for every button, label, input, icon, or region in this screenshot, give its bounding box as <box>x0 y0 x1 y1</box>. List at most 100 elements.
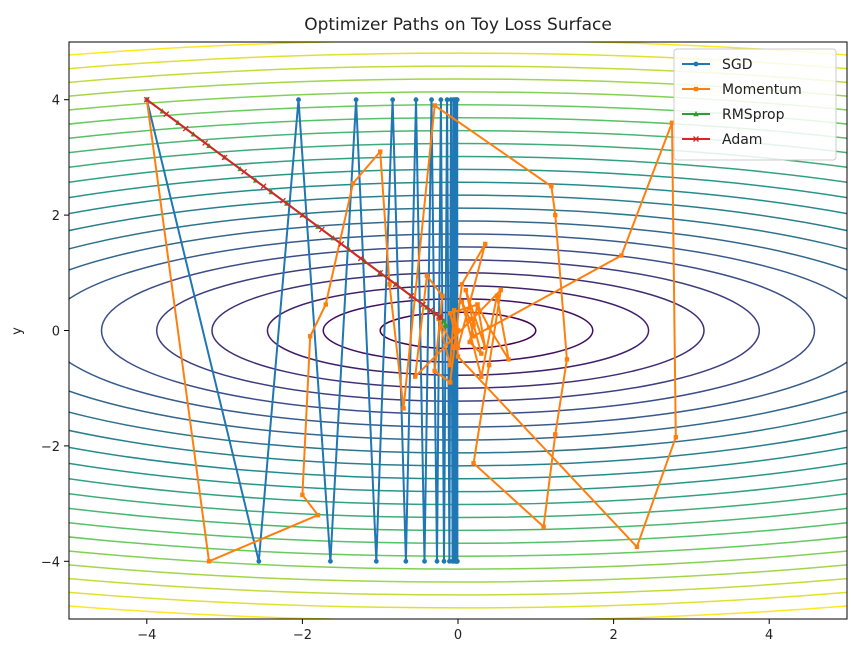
x-tick-label: 2 <box>609 628 617 643</box>
legend-item-adam: Adam <box>682 132 762 148</box>
point <box>328 558 333 564</box>
point <box>424 273 430 278</box>
point <box>459 282 465 287</box>
point <box>350 181 356 186</box>
point <box>296 97 301 103</box>
point <box>373 558 379 564</box>
point <box>486 325 492 330</box>
legend-item-momentum: Momentum <box>682 82 802 98</box>
y-tick-label: 2 <box>52 209 60 224</box>
point <box>438 97 444 103</box>
contour-level <box>69 91 847 570</box>
point <box>506 357 511 362</box>
point <box>392 281 399 288</box>
legend-label: RMSprop <box>722 107 785 123</box>
optimizer-paths <box>143 96 679 564</box>
point <box>413 374 418 379</box>
point <box>693 61 699 67</box>
point <box>541 524 546 529</box>
point <box>471 461 476 466</box>
point <box>693 111 699 117</box>
point <box>673 435 679 440</box>
legend: SGD Momentum RMSprop Adam <box>673 48 837 161</box>
point <box>401 406 406 411</box>
point <box>451 308 457 313</box>
point <box>553 212 558 218</box>
point <box>564 357 570 362</box>
point <box>279 197 286 204</box>
point <box>436 316 441 322</box>
point <box>378 149 383 154</box>
point <box>549 184 554 189</box>
point <box>353 97 359 103</box>
x-tick-label: −2 <box>293 628 312 643</box>
x-tick-label: 4 <box>765 628 773 643</box>
point <box>455 328 461 333</box>
point <box>455 354 461 359</box>
point <box>256 558 262 564</box>
contour-level <box>69 220 847 441</box>
series-line <box>145 99 677 563</box>
series-adam <box>143 96 444 321</box>
point <box>448 362 453 368</box>
point <box>483 345 488 351</box>
chart-title: Optimizer Paths on Toy Loss Surface <box>304 15 612 35</box>
y-tick-label: −4 <box>41 555 60 570</box>
point <box>454 97 460 103</box>
point <box>403 558 409 564</box>
point <box>163 111 170 118</box>
point <box>429 97 434 103</box>
point <box>467 339 472 345</box>
point <box>408 292 415 299</box>
point <box>475 302 480 307</box>
y-tick-label: 4 <box>52 94 60 109</box>
point <box>420 301 426 308</box>
point <box>553 432 558 437</box>
point <box>471 322 476 327</box>
point <box>422 558 427 564</box>
point <box>448 310 453 316</box>
point <box>143 96 150 103</box>
legend-label: Momentum <box>722 82 802 98</box>
series-momentum <box>144 97 679 564</box>
contour-level <box>69 207 847 454</box>
contour-level <box>69 65 847 596</box>
point <box>241 168 248 175</box>
point <box>202 140 209 146</box>
point <box>432 103 437 108</box>
point <box>437 314 444 321</box>
point <box>427 307 434 314</box>
point <box>206 559 212 564</box>
point <box>413 97 419 103</box>
point <box>357 255 364 262</box>
point <box>443 322 450 329</box>
point <box>486 362 492 368</box>
point <box>307 334 313 339</box>
point <box>377 269 384 276</box>
legend-box <box>673 48 837 161</box>
point <box>454 558 460 564</box>
point <box>498 287 503 293</box>
point <box>448 380 453 385</box>
x-tick-label: 0 <box>454 628 462 643</box>
legend-item-sgd: SGD <box>682 57 753 73</box>
point <box>260 183 267 190</box>
point <box>387 282 392 287</box>
point <box>441 558 447 564</box>
point <box>463 287 468 293</box>
point <box>634 544 640 550</box>
point <box>318 226 325 233</box>
x-tick-label: −4 <box>137 628 156 643</box>
point <box>619 253 624 258</box>
point <box>693 86 699 92</box>
point <box>315 512 321 518</box>
y-axis-label: y <box>10 327 25 335</box>
point <box>300 492 305 498</box>
point <box>432 368 437 374</box>
point <box>434 558 440 564</box>
point <box>471 334 476 339</box>
point <box>440 293 445 299</box>
legend-label: SGD <box>722 57 753 73</box>
contour-level <box>69 52 847 609</box>
